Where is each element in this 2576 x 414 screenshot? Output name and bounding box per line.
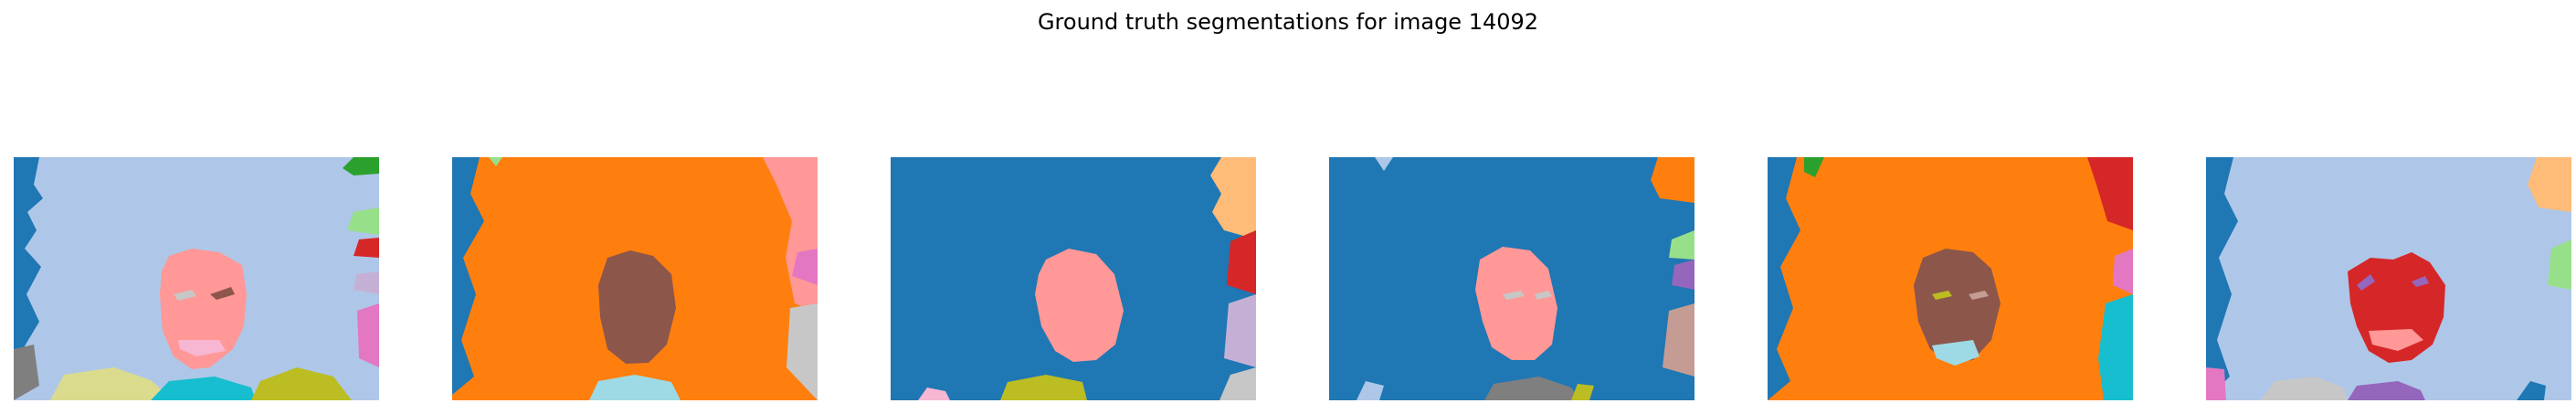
right-region-orange (1651, 157, 1694, 203)
segmentation-panel-6 (2206, 157, 2571, 400)
bottom-left-region (14, 345, 39, 400)
bottom-region-olive (1000, 375, 1087, 400)
right-region-green (2548, 239, 2571, 290)
bottom-region-olive (251, 367, 352, 400)
bottom-left-region (2206, 367, 2226, 400)
bottom-region-cyan (151, 377, 256, 400)
eye-left (174, 290, 196, 301)
segmentation-map-6 (2206, 157, 2571, 400)
segmentation-map-1 (14, 157, 379, 400)
face-region (1475, 247, 1557, 360)
right-region-orange (1210, 157, 1256, 239)
segmentation-map-5 (1768, 157, 2133, 400)
top-right-region (343, 157, 379, 175)
left-edge-region (1768, 157, 1800, 400)
bottom-region-purple (2348, 381, 2425, 400)
eye-right (210, 287, 235, 300)
left-edge-region (452, 157, 484, 395)
segmentation-panel-4 (1329, 157, 1694, 400)
right-region-cyan (2098, 294, 2133, 400)
segmentation-panel-2 (452, 157, 818, 400)
right-region-magenta (792, 249, 818, 285)
face-region (1914, 249, 2001, 362)
top-left-region (1375, 157, 1393, 171)
segmentation-map-3 (891, 157, 1256, 400)
face-region (598, 250, 676, 364)
eye-left (1932, 291, 1952, 300)
mouth-region (1932, 340, 1980, 366)
left-edge-region (14, 157, 43, 386)
eye-right (1969, 291, 1989, 300)
bottom-right-region (1219, 367, 1256, 400)
right-region-magenta (2113, 249, 2133, 294)
segmentation-panel-3 (891, 157, 1256, 400)
right-region-gray (787, 303, 818, 400)
bottom-left-region (1357, 381, 1384, 400)
right-region-magenta (357, 303, 379, 367)
right-region-red (354, 238, 379, 258)
right-region-lavender (354, 271, 379, 294)
top-left-region (1804, 157, 1824, 177)
right-region-green (1669, 230, 1694, 260)
figure-title: Ground truth segmentations for image 140… (1037, 9, 1539, 35)
eye-right (2412, 276, 2429, 287)
eye-left (2357, 274, 2375, 291)
eye-right (1535, 291, 1552, 300)
right-region-purple (1672, 260, 1694, 290)
top-left-region (489, 157, 502, 166)
mouth-region (2369, 329, 2423, 351)
left-edge-region (2206, 157, 2238, 400)
segmentation-panel-1 (14, 157, 379, 400)
bottom-region-gray (2261, 377, 2348, 400)
right-region-red (2087, 157, 2133, 230)
bottom-right-region (2517, 381, 2546, 400)
right-region-lavender (1224, 294, 1256, 367)
face-region (160, 249, 247, 369)
right-region-blue (2537, 294, 2571, 400)
right-region-green (347, 207, 379, 235)
face-region (1035, 249, 1124, 362)
bottom-region-cyan (589, 375, 681, 400)
mouth-region (178, 340, 226, 356)
right-region-red (1227, 230, 1256, 294)
segmentation-map-2 (452, 157, 818, 400)
eye-left (1503, 291, 1525, 300)
segmentation-panel-5 (1768, 157, 2133, 400)
right-region-orange (2528, 157, 2571, 212)
segmentation-map-4 (1329, 157, 1694, 400)
bottom-region-olive (1571, 384, 1594, 400)
right-region-tan (1663, 303, 1694, 377)
bottom-region-gray (1484, 377, 1580, 400)
bottom-left-region (918, 387, 950, 400)
bottom-region-khaki (50, 367, 174, 400)
